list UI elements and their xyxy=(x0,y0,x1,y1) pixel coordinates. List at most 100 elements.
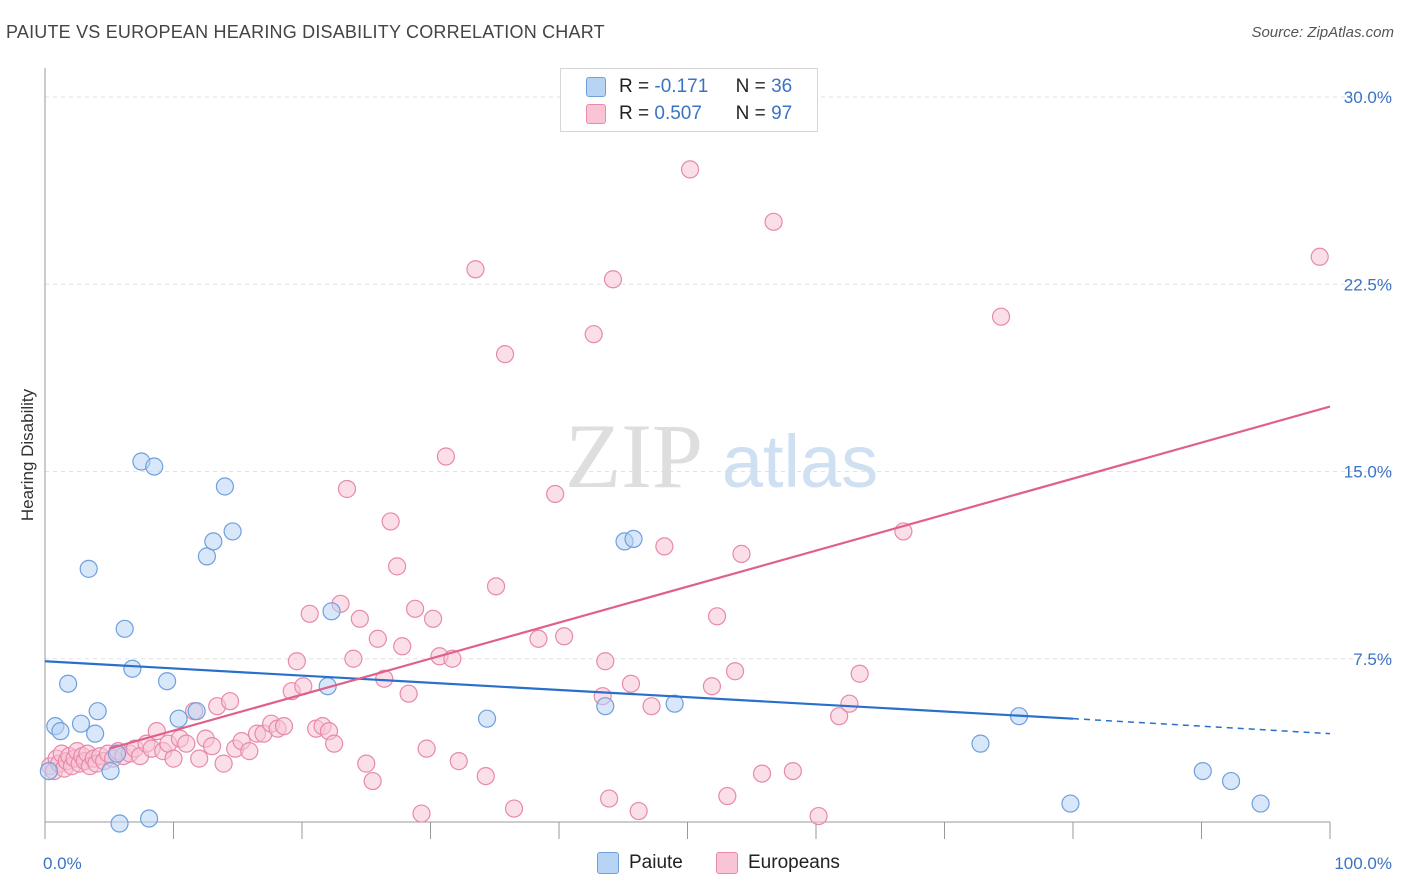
paiute-point-6 xyxy=(86,724,105,743)
paiute-point-14 xyxy=(139,809,159,828)
europeans-point-92 xyxy=(629,801,648,821)
paiute-point-26 xyxy=(596,697,615,716)
europeans-point-44 xyxy=(240,742,259,761)
europeans-point-64 xyxy=(368,629,387,648)
paiute-point-10 xyxy=(110,814,129,833)
paiute-point-15 xyxy=(145,457,164,476)
europeans-point-90 xyxy=(603,270,623,289)
europeans-point-38 xyxy=(202,737,222,756)
paiute-point-35 xyxy=(1251,794,1270,813)
paiute-point-22 xyxy=(223,522,242,541)
europeans-point-99 xyxy=(725,662,745,681)
europeans-point-80 xyxy=(486,577,506,596)
paiute-n-label: N = xyxy=(735,76,766,97)
watermark-atlas: atlas xyxy=(722,420,878,503)
stats-row-paiute: R = -0.171 N = 36 xyxy=(586,75,792,99)
europeans-swatch xyxy=(586,104,606,124)
y-tick-label-2: 22.5% xyxy=(1344,275,1392,294)
europeans-point-67 xyxy=(387,557,407,576)
europeans-point-59 xyxy=(337,479,357,499)
europeans-point-69 xyxy=(399,684,418,703)
europeans-point-75 xyxy=(436,447,456,466)
paiute-point-34 xyxy=(1221,771,1241,791)
europeans-point-93 xyxy=(642,697,661,716)
europeans-point-57 xyxy=(325,734,344,753)
europeans-point-61 xyxy=(350,609,369,628)
paiute-r-label: R = xyxy=(619,76,650,97)
paiute-point-3 xyxy=(59,674,78,693)
europeans-point-88 xyxy=(600,789,619,808)
x-tick-label-1: 100.0% xyxy=(1334,854,1392,873)
europeans-point-83 xyxy=(529,629,548,648)
europeans-point-109 xyxy=(991,307,1011,326)
axes xyxy=(44,68,1331,839)
europeans-n-label: N = xyxy=(735,103,766,124)
x-tick-label-0: 0.0% xyxy=(43,854,82,873)
paiute-point-24 xyxy=(322,602,341,621)
europeans-point-62 xyxy=(357,754,376,773)
europeans-point-102 xyxy=(764,212,783,231)
europeans-point-60 xyxy=(344,649,363,668)
europeans-point-68 xyxy=(393,637,412,656)
europeans-point-97 xyxy=(707,607,727,626)
europeans-r-value: 0.507 xyxy=(654,103,702,124)
europeans-point-84 xyxy=(546,484,565,504)
bottom-legend: Paiute Europeans xyxy=(0,852,1406,878)
legend-europeans-label: Europeans xyxy=(748,852,840,873)
paiute-point-9 xyxy=(107,744,127,763)
europeans-point-87 xyxy=(596,652,615,671)
legend-item-europeans: Europeans xyxy=(716,852,840,874)
y-tick-label-1: 15.0% xyxy=(1344,463,1392,482)
paiute-r-value: -0.171 xyxy=(654,76,709,97)
europeans-point-104 xyxy=(809,806,828,826)
paiute-swatch xyxy=(586,77,606,97)
legend-paiute-swatch xyxy=(597,852,619,874)
europeans-point-49 xyxy=(274,717,294,736)
paiute-point-21 xyxy=(215,477,234,496)
europeans-point-106 xyxy=(840,694,859,713)
paiute-point-2 xyxy=(51,722,70,741)
europeans-point-40 xyxy=(214,754,233,773)
paiute-point-19 xyxy=(197,547,217,566)
europeans-point-107 xyxy=(850,664,869,683)
chart-source: Source: ZipAtlas.com xyxy=(1251,24,1394,41)
europeans-point-103 xyxy=(783,761,802,781)
paiute-point-16 xyxy=(157,672,177,691)
europeans-point-110 xyxy=(1310,247,1329,266)
paiute-point-28 xyxy=(624,529,643,549)
legend-europeans-swatch xyxy=(716,852,738,874)
europeans-point-85 xyxy=(555,627,574,646)
stats-row-europeans: R = 0.507 N = 97 xyxy=(586,102,792,126)
europeans-point-94 xyxy=(655,537,674,556)
europeans-trend-line xyxy=(108,405,1331,750)
legend-paiute-label: Paiute xyxy=(629,852,683,873)
watermark-zip: ZIP xyxy=(565,405,703,507)
europeans-point-81 xyxy=(495,345,515,364)
europeans-point-101 xyxy=(752,764,772,783)
paiute-point-12 xyxy=(123,659,142,678)
europeans-point-98 xyxy=(718,786,737,806)
paiute-point-4 xyxy=(71,714,91,733)
europeans-point-79 xyxy=(476,766,495,786)
x-tick-labels: 0.0% 100.0% xyxy=(43,854,1392,873)
europeans-point-70 xyxy=(405,599,425,618)
paiute-point-30 xyxy=(971,734,990,753)
europeans-point-95 xyxy=(680,160,700,179)
series-paiute-points xyxy=(39,452,1270,833)
europeans-r-label: R = xyxy=(619,103,650,124)
legend-item-paiute: Paiute xyxy=(597,852,683,874)
y-axis-label: Hearing Disability xyxy=(18,388,37,522)
europeans-point-96 xyxy=(702,677,722,696)
europeans-point-100 xyxy=(732,544,751,563)
europeans-point-91 xyxy=(621,674,641,693)
paiute-point-33 xyxy=(1193,761,1212,781)
y-tick-labels: 7.5% 15.0% 22.5% 30.0% xyxy=(1344,88,1392,669)
y-tick-label-0: 7.5% xyxy=(1353,650,1392,669)
paiute-trend-line xyxy=(44,660,1074,720)
europeans-point-41 xyxy=(220,692,240,711)
europeans-point-72 xyxy=(417,739,436,758)
europeans-point-53 xyxy=(300,604,319,623)
paiute-point-29 xyxy=(665,694,684,713)
europeans-point-77 xyxy=(449,752,468,771)
